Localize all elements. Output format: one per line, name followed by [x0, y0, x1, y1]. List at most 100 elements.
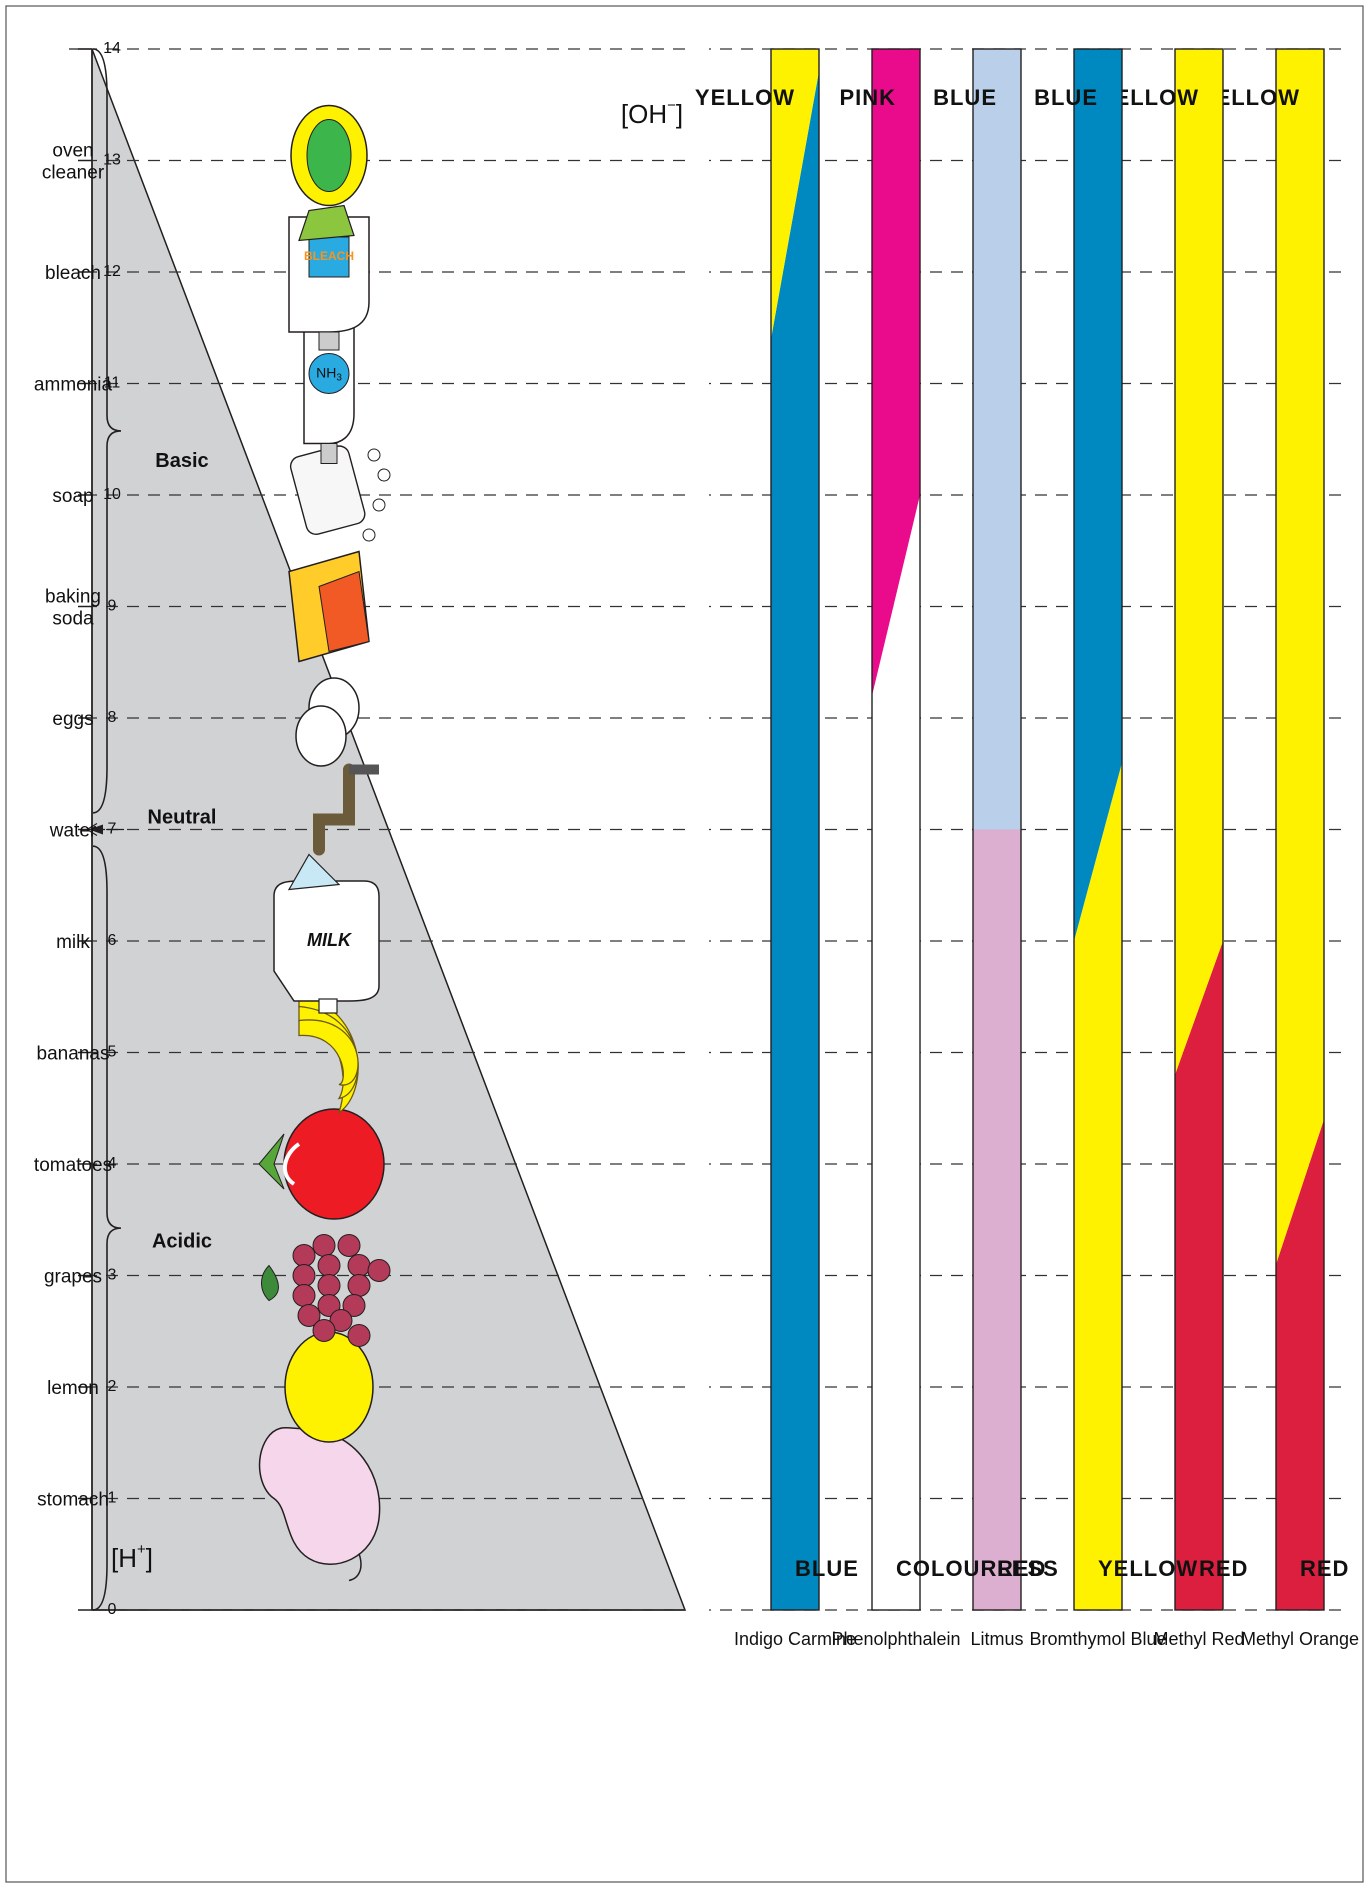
- substance-label-grapes: grapes: [44, 1267, 102, 1288]
- acid-color-region: [973, 829, 1021, 1610]
- base-color-region: [973, 49, 1021, 830]
- base-color-region: [1074, 49, 1122, 941]
- ph-tick-label: 3: [108, 1267, 117, 1284]
- substance-label-water: water: [49, 821, 97, 842]
- acid-color-label: BLUE: [795, 1556, 859, 1581]
- substance-labels: stomach lemon grapes tomatoes bananas milk wat…: [34, 141, 113, 1511]
- ph-tick-label: 12: [103, 263, 121, 280]
- ammonia-text: NH3: [316, 364, 342, 383]
- indicator-band-indigo-carmine: BLUE YELLOW Indigo Carmine: [695, 48, 859, 1649]
- acid-color-region: [1074, 762, 1122, 1610]
- ph-tick-label: 6: [108, 932, 117, 949]
- milk-jug-text: MILK: [307, 930, 353, 950]
- hydroxide-ion-label: [OH−]: [621, 97, 683, 129]
- substance-label-milk: milk: [56, 932, 90, 953]
- indicator-band-bromthymol-blue: YELLOW BLUE Bromthymol Blue: [1029, 48, 1198, 1649]
- base-color-region: [771, 49, 819, 339]
- base-color-region: [872, 49, 920, 696]
- neutral-arrow-line: [85, 822, 98, 837]
- base-color-label: YELLOW: [695, 85, 795, 110]
- band-outline: [1275, 48, 1325, 1611]
- acid-color-label: RED: [1199, 1556, 1248, 1581]
- indicator-name: Bromthymol Blue: [1029, 1629, 1166, 1649]
- substance-label-stomach: stomach: [37, 1490, 109, 1511]
- acid-color-region: [1276, 1119, 1324, 1610]
- annotation-text: Acidic Neutral Basic [H+] [OH−]: [111, 97, 683, 1573]
- tap-water-icon: [287, 763, 379, 891]
- baking-soda-box-icon: [288, 550, 370, 663]
- acidic-label: Acidic: [152, 1230, 212, 1252]
- grapes-icon: [261, 1234, 391, 1347]
- substance-label-ammonia: ammonia: [34, 375, 113, 396]
- substance-label-lemon: lemon: [47, 1378, 99, 1399]
- substance-label-bananas: bananas: [37, 1044, 110, 1065]
- bananas-icon: [298, 991, 359, 1115]
- ph-tick-label: 13: [103, 152, 121, 169]
- band-outline: [1174, 48, 1224, 1611]
- substance-label-baking-soda: baking soda: [45, 587, 101, 630]
- acid-color-region: [1175, 941, 1223, 1610]
- ph-tick-label: 1: [108, 1490, 117, 1507]
- indicator-band-phenolphthalein: COLOURLESS PINK Phenolphthalein: [831, 48, 1059, 1649]
- indicator-name: Phenolphthalein: [831, 1629, 960, 1649]
- band-outline: [770, 48, 820, 1611]
- basic-brace: [92, 48, 122, 814]
- indicator-name: Litmus: [970, 1629, 1023, 1649]
- acidic-brace: [92, 845, 122, 1611]
- band-outline: [871, 48, 921, 1611]
- substance-label-soap: soap: [52, 486, 93, 507]
- milk-jug-icon: MILK: [273, 880, 380, 1014]
- substance-label-oven-cleaner: oven cleaner: [42, 141, 105, 184]
- page-border: [5, 5, 1364, 1883]
- tomato-icon: [258, 1108, 385, 1220]
- indicator-name: Indigo Carmine: [734, 1629, 856, 1649]
- ph-tick-label: 4: [108, 1155, 117, 1172]
- base-color-region: [1276, 49, 1324, 1265]
- indicator-band-litmus: RED BLUE Litmus: [933, 48, 1046, 1649]
- indicator-name: Methyl Orange: [1241, 1629, 1359, 1649]
- ph-tick-label: 0: [108, 1601, 117, 1618]
- base-color-label: PINK: [839, 85, 896, 110]
- stomach-icon: [258, 1426, 381, 1582]
- acid-color-region: [872, 495, 920, 1610]
- acid-color-region: [771, 71, 819, 1610]
- soap-bar-icon: [289, 445, 391, 542]
- substance-label-tomatoes: tomatoes: [34, 1155, 112, 1176]
- base-color-region: [1175, 49, 1223, 1075]
- hydrogen-ion-label: [H+]: [111, 1541, 153, 1573]
- substance-icons: MILK NH3 BLEACH: [258, 104, 391, 1582]
- ph-tick-label: 9: [108, 598, 117, 615]
- eggs-icon: [295, 677, 360, 767]
- substance-label-eggs: eggs: [52, 709, 93, 730]
- basic-label: Basic: [155, 450, 208, 472]
- neutral-label: Neutral: [148, 807, 217, 829]
- acid-color-label: RED: [1300, 1556, 1349, 1581]
- acid-color-label: YELLOW: [1098, 1556, 1198, 1581]
- spray-bottle-icon: [290, 104, 368, 242]
- bleach-bottle-icon: BLEACH: [288, 216, 370, 351]
- ph-tick-label: 5: [108, 1044, 117, 1061]
- neutral-arrow-head: [89, 824, 103, 835]
- ph-tick-label: 8: [108, 709, 117, 726]
- ph-tick-label: 2: [108, 1378, 117, 1395]
- band-outline: [972, 48, 1022, 1611]
- substance-label-bleach: bleach: [45, 263, 101, 284]
- bleach-text: BLEACH: [304, 249, 354, 263]
- base-color-label: BLUE: [933, 85, 997, 110]
- indicator-name: Methyl Red: [1153, 1629, 1244, 1649]
- ammonia-bottle-icon: NH3: [303, 322, 355, 464]
- acid-color-label: COLOURLESS: [896, 1556, 1059, 1581]
- ph-tick-label: 14: [103, 40, 121, 57]
- ph-tick-label: 11: [104, 375, 121, 392]
- ph-tick-label: 10: [103, 486, 121, 503]
- acid-color-label: RED: [997, 1556, 1046, 1581]
- band-outline: [1073, 48, 1123, 1611]
- base-color-label: BLUE: [1034, 85, 1098, 110]
